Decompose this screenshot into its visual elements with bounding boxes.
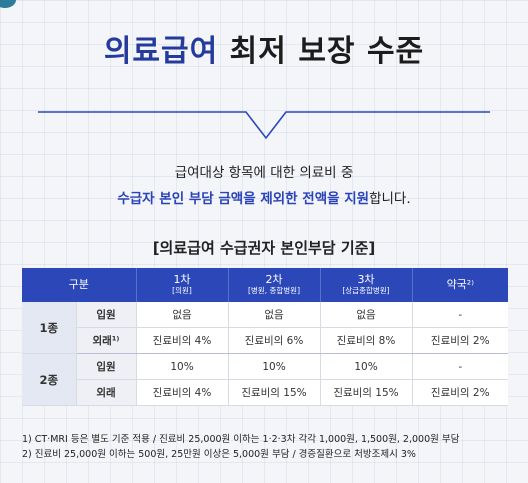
table-row: 2종 입원 10% 10% 10% - — [22, 353, 508, 406]
page-title-highlight: 의료급여 — [103, 34, 219, 69]
row-kind: 외래 — [75, 379, 136, 406]
table-cell: 진료비의 6% — [227, 327, 320, 354]
table-cell: 진료비의 15% — [319, 379, 412, 406]
header-col-4-label: 약국²⁾ — [446, 278, 474, 291]
row-kind: 입원 — [75, 302, 136, 328]
footnotes: 1) CT·MRI 등은 별도 기준 적용 / 진료비 25,000원 이하는 … — [22, 432, 522, 462]
header-col-1-sub: [의원] — [172, 286, 192, 295]
intro-emphasis: 수급자 본인 부담 금액을 제외한 전액을 지원 — [117, 191, 370, 207]
group-label: 1종 — [22, 302, 76, 354]
header-col-3-label: 3차 — [357, 273, 375, 286]
table-cell: 없음 — [135, 302, 228, 328]
header-col-1: 1차 [의원] — [135, 268, 228, 302]
table-header-row: 구분 1차 [의원] 2차 [병원, 종합병원] 3차 [상급종합병원] 약국²⁾ — [22, 268, 508, 302]
header-col-2: 2차 [병원, 종합병원] — [227, 268, 320, 302]
table-cell: 진료비의 4% — [135, 327, 228, 354]
header-col-1-label: 1차 — [173, 273, 191, 286]
row-kind: 입원 — [75, 353, 136, 380]
table-cell: 10% — [135, 353, 228, 380]
intro-line-2: 수급자 본인 부담 금액을 제외한 전액을 지원합니다. — [0, 186, 528, 212]
table-cell: - — [411, 353, 508, 380]
intro-text: 급여대상 항목에 대한 의료비 중 수급자 본인 부담 금액을 제외한 전액을 … — [0, 160, 528, 212]
table-row: 1종 입원 없음 없음 없음 - — [22, 302, 508, 354]
header-col-3: 3차 [상급종합병원] — [319, 268, 412, 302]
table-cell: 진료비의 2% — [411, 327, 508, 354]
table-cell: 없음 — [319, 302, 412, 328]
header-category: 구분 — [22, 268, 136, 302]
footnote-2: 2) 진료비 25,000원 이하는 500원, 25만원 이상은 5,000원… — [22, 449, 416, 460]
page-title: 의료급여 최저 보장 수준 — [0, 26, 528, 70]
table-row: 외래¹⁾ 진료비의 4% 진료비의 6% 진료비의 8% 진료비의 2% — [22, 327, 508, 354]
table-cell: 진료비의 2% — [411, 379, 508, 406]
header-col-4: 약국²⁾ — [411, 268, 508, 302]
group-label: 2종 — [22, 353, 76, 406]
table-title: [의료급여 수급권자 본인부담 기준] — [152, 239, 376, 257]
table-cell: 10% — [319, 353, 412, 380]
intro-tail: 합니다. — [369, 191, 411, 207]
table-cell: 10% — [227, 353, 320, 380]
corner-logo-mark — [0, 0, 16, 8]
header-col-3-sub: [상급종합병원] — [342, 286, 390, 295]
row-kind: 외래¹⁾ — [75, 327, 136, 354]
table-cell: 진료비의 15% — [227, 379, 320, 406]
table-cell: 진료비의 8% — [319, 327, 412, 354]
copay-table: 구분 1차 [의원] 2차 [병원, 종합병원] 3차 [상급종합병원] 약국²⁾ 1… — [22, 268, 508, 406]
header-col-2-label: 2차 — [265, 273, 283, 286]
page-title-rest: 최저 보장 수준 — [229, 34, 425, 69]
intro-line-1: 급여대상 항목에 대한 의료비 중 — [174, 165, 354, 181]
header-col-2-sub: [병원, 종합병원] — [247, 286, 301, 295]
table-cell: - — [411, 302, 508, 328]
table-row: 외래 진료비의 4% 진료비의 15% 진료비의 15% 진료비의 2% — [22, 379, 508, 406]
chevron-divider — [38, 111, 490, 140]
footnote-1: 1) CT·MRI 등은 별도 기준 적용 / 진료비 25,000원 이하는 … — [22, 434, 460, 445]
table-cell: 진료비의 4% — [135, 379, 228, 406]
table-cell: 없음 — [227, 302, 320, 328]
